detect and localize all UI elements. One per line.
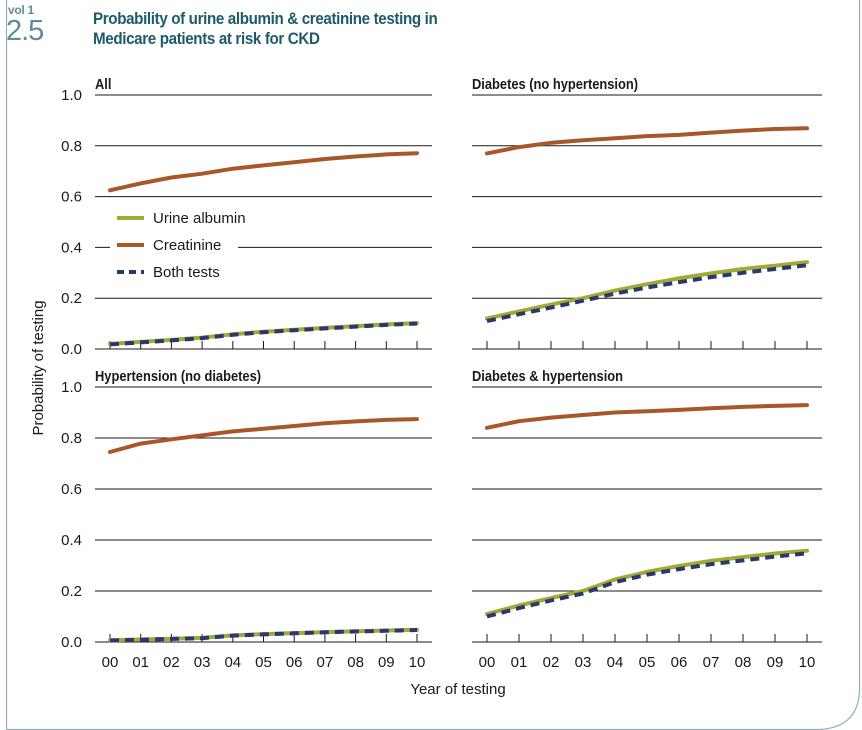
y-tick-label: 0.0 (61, 634, 82, 651)
x-tick-label: 04 (224, 654, 241, 671)
x-tick-label: 02 (163, 654, 180, 671)
x-tick-label: 03 (575, 654, 592, 671)
x-tick-label: 01 (511, 654, 528, 671)
legend-bg (110, 207, 260, 229)
panel-title: Diabetes & hypertension (472, 367, 623, 384)
y-tick-label: 0.2 (61, 583, 82, 600)
figure-number: 2.5 (6, 15, 44, 47)
y-tick-label: 1.0 (61, 87, 82, 104)
chart-title: Probability of urine albumin & creatinin… (93, 10, 438, 48)
legend-bg (110, 261, 230, 283)
panel-title: Diabetes (no hypertension) (472, 75, 638, 92)
series-line-both-tests (109, 321, 418, 347)
series-line-creatinine (108, 151, 419, 193)
x-axis-label: Year of testing (410, 681, 505, 698)
y-tick-label: 0.4 (61, 532, 82, 549)
volume-label: vol 1 (8, 3, 34, 17)
x-tick-label: 03 (194, 654, 211, 671)
x-tick-label: 09 (378, 654, 395, 671)
x-tick-label: 04 (607, 654, 624, 671)
x-tick-label: 06 (286, 654, 303, 671)
x-tick-label: 07 (317, 654, 334, 671)
panel-title: All (95, 75, 111, 92)
series-line-both-tests (109, 628, 418, 643)
y-tick-label: 0.0 (61, 341, 82, 358)
x-tick-label: 05 (639, 654, 656, 671)
x-tick-label: 10 (799, 654, 816, 671)
series-line-creatinine (108, 417, 419, 454)
y-tick-label: 0.2 (61, 290, 82, 307)
legend-label: Creatinine (153, 237, 221, 254)
y-axis-label: Probability of testing (30, 300, 47, 435)
legend-label: Urine albumin (153, 210, 246, 227)
series-line-urine-albumin (485, 548, 809, 616)
y-tick-label: 0.8 (61, 138, 82, 155)
x-tick-label: 10 (409, 654, 426, 671)
panel-2 (472, 94, 822, 350)
series-line-both-tests (486, 551, 808, 619)
legend-label: Both tests (153, 264, 220, 281)
x-tick-label: 08 (347, 654, 364, 671)
series-line-creatinine (485, 403, 809, 430)
y-tick-label: 0.4 (61, 239, 82, 256)
legend-bg (110, 234, 238, 256)
y-tick-label: 1.0 (61, 379, 82, 396)
panel-4 (472, 386, 822, 643)
x-tick-label: 06 (671, 654, 688, 671)
x-tick-label: 07 (703, 654, 720, 671)
x-tick-label: 01 (132, 654, 149, 671)
x-tick-label: 00 (479, 654, 496, 671)
panel-title: Hypertension (no diabetes) (95, 367, 261, 384)
y-tick-label: 0.8 (61, 430, 82, 447)
series-line-urine-albumin (485, 260, 809, 321)
x-tick-label: 08 (735, 654, 752, 671)
x-tick-label: 00 (102, 654, 119, 671)
panel-3 (95, 386, 432, 643)
x-tick-label: 05 (255, 654, 272, 671)
x-tick-label: 09 (767, 654, 784, 671)
y-tick-label: 0.6 (61, 481, 82, 498)
x-tick-label: 02 (543, 654, 560, 671)
series-line-creatinine (485, 126, 809, 156)
legend: Urine albumin Creatinine Both tests (110, 207, 260, 283)
series-line-both-tests (486, 263, 808, 324)
y-tick-label: 0.6 (61, 189, 82, 206)
